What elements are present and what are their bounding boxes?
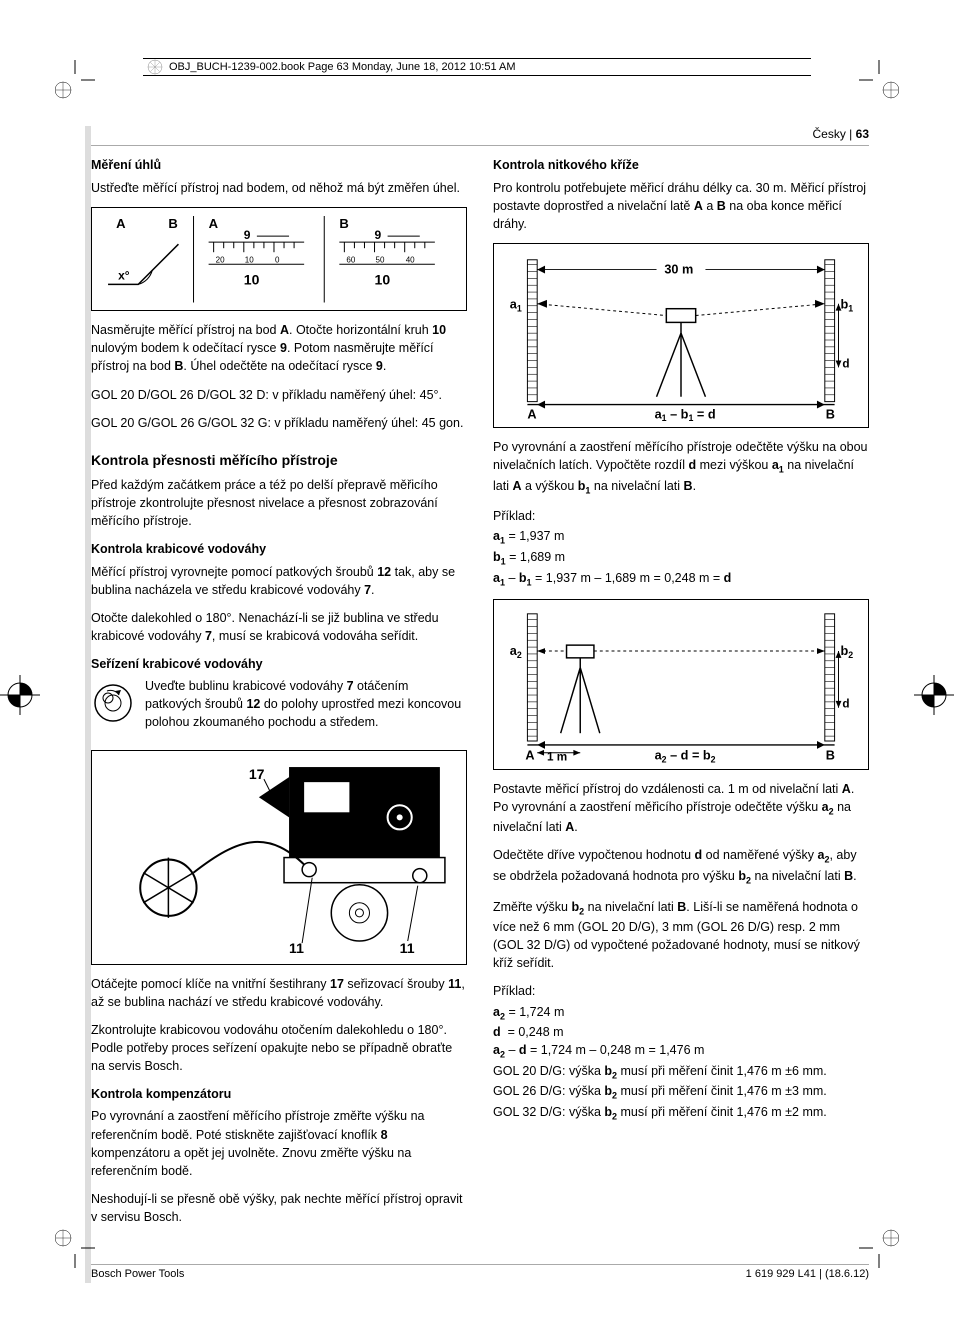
crop-mark xyxy=(55,60,95,100)
book-header-text: OBJ_BUCH-1239-002.book Page 63 Monday, J… xyxy=(169,58,516,76)
text: Po vyrovnání a zaostření měřícího přístr… xyxy=(493,438,869,497)
right-column: Kontrola nitkového kříže Pro kontrolu po… xyxy=(493,152,869,1236)
text: Ustřeďte měřící přístroj nad bodem, od n… xyxy=(91,179,467,197)
svg-text:b2: b2 xyxy=(840,643,853,660)
svg-text:10: 10 xyxy=(375,271,391,287)
book-header: OBJ_BUCH-1239-002.book Page 63 Monday, J… xyxy=(143,58,811,76)
example-line: GOL 26 D/G: výška b2 musí při měření čin… xyxy=(493,1082,869,1103)
svg-text:a2 – d = b2: a2 – d = b2 xyxy=(655,748,716,763)
heading-reticle: Kontrola nitkového kříže xyxy=(493,156,869,174)
running-head: Česky | 63 xyxy=(91,126,869,146)
diagram-setup-1m: a2 b2 d A 1 m B a2 – d = b2 xyxy=(493,599,869,770)
example-label: Příklad: xyxy=(493,982,869,1000)
text: Změřte výšku b2 na nivelační lati B. Liš… xyxy=(493,898,869,973)
page-number: 63 xyxy=(856,127,869,141)
registration-mark xyxy=(0,670,45,725)
svg-text:a1: a1 xyxy=(510,297,522,314)
svg-text:1 m: 1 m xyxy=(547,751,567,763)
diagram-setup-30m: 30 m a1 b1 d A B a1 – b1 = d xyxy=(493,243,869,428)
text: GOL 20 D/GOL 26 D/GOL 32 D: v příkladu n… xyxy=(91,386,467,404)
registration-mark xyxy=(909,670,954,725)
text: Odečtěte dříve vypočtenou hodnotu d od n… xyxy=(493,846,869,887)
svg-text:9: 9 xyxy=(244,228,251,242)
svg-text:10: 10 xyxy=(244,271,260,287)
example-line: a2 = 1,724 m xyxy=(493,1003,869,1024)
svg-text:a1 – b1 = d: a1 – b1 = d xyxy=(655,406,716,421)
footer-left: Bosch Power Tools xyxy=(91,1267,184,1283)
svg-text:17: 17 xyxy=(249,766,265,782)
svg-text:d: d xyxy=(842,357,849,370)
page: OBJ_BUCH-1239-002.book Page 63 Monday, J… xyxy=(0,0,954,1323)
example-label: Příklad: xyxy=(493,507,869,525)
svg-text:40: 40 xyxy=(406,255,415,264)
text: Otočte dalekohled o 180°. Nenachází-li s… xyxy=(91,609,467,645)
svg-text:B: B xyxy=(168,216,177,231)
text: Otáčejte pomocí klíče na vnitřní šestihr… xyxy=(91,975,467,1011)
crop-mark xyxy=(859,60,899,100)
example-line: GOL 20 D/G: výška b2 musí při měření čin… xyxy=(493,1062,869,1083)
heading-level-adjust: Seřízení krabicové vodováhy xyxy=(91,655,467,673)
example-line: GOL 32 D/G: výška b2 musí při měření čin… xyxy=(493,1103,869,1124)
text: Před každým začátkem práce a též po delš… xyxy=(91,476,467,530)
svg-text:x°: x° xyxy=(118,268,130,282)
header-star-icon xyxy=(147,59,163,75)
heading-compensator: Kontrola kompenzátoru xyxy=(91,1085,467,1103)
svg-text:a2: a2 xyxy=(510,643,522,660)
diagram-angle-scales: A B x° A 9 20 10 0 10 xyxy=(91,207,467,312)
svg-text:A: A xyxy=(525,748,534,763)
svg-text:60: 60 xyxy=(346,255,355,264)
text: GOL 20 G/GOL 26 G/GOL 32 G: v příkladu n… xyxy=(91,414,467,432)
left-column: Měření úhlů Ustřeďte měřící přístroj nad… xyxy=(91,152,467,1236)
crop-mark xyxy=(55,1228,95,1268)
text: Po vyrovnání a zaostření měřícího přístr… xyxy=(91,1107,467,1180)
svg-text:11: 11 xyxy=(400,940,415,956)
svg-text:B: B xyxy=(339,216,348,231)
running-head-lang: Česky | xyxy=(813,127,853,141)
svg-text:B: B xyxy=(826,406,835,421)
text: Neshodují-li se přesně obě výšky, pak ne… xyxy=(91,1190,467,1226)
example-line: b1 = 1,689 m xyxy=(493,548,869,569)
crop-mark xyxy=(859,1228,899,1268)
diagram-adjust: 17 11 11 xyxy=(91,750,467,965)
footer-right: 1 619 929 L41 | (18.6.12) xyxy=(746,1267,869,1283)
heading-measure-angles: Měření úhlů xyxy=(91,156,467,174)
text: Zkontrolujte krabicovou vodováhu otočení… xyxy=(91,1021,467,1075)
page-footer: Bosch Power Tools 1 619 929 L41 | (18.6.… xyxy=(91,1264,869,1283)
svg-text:A: A xyxy=(527,406,536,421)
svg-text:10: 10 xyxy=(245,255,254,264)
svg-text:d: d xyxy=(842,698,849,711)
heading-level-check: Kontrola krabicové vodováhy xyxy=(91,540,467,558)
example-line: d = 0,248 m xyxy=(493,1023,869,1041)
text: Měřící přístroj vyrovnejte pomocí patkov… xyxy=(91,563,467,599)
svg-text:30 m: 30 m xyxy=(664,261,693,276)
svg-text:50: 50 xyxy=(376,255,385,264)
example-line: a1 = 1,937 m xyxy=(493,527,869,548)
example-line: a1 – b1 = 1,937 m – 1,689 m = 0,248 m = … xyxy=(493,569,869,590)
svg-text:B: B xyxy=(826,748,835,763)
svg-text:A: A xyxy=(209,216,219,231)
text: Postavte měřicí přístroj do vzdálenosti … xyxy=(493,780,869,837)
bubble-level-icon xyxy=(91,681,135,725)
text: Nasměrujte měřící přístroj na bod A. Oto… xyxy=(91,321,467,375)
text: Pro kontrolu potřebujete měřicí dráhu dé… xyxy=(493,179,869,233)
svg-text:0: 0 xyxy=(275,255,280,264)
svg-text:9: 9 xyxy=(375,228,382,242)
heading-accuracy: Kontrola přesnosti měřícího přístroje xyxy=(91,450,467,470)
svg-text:A: A xyxy=(116,216,126,231)
text: Uveďte bublinu krabicové vodováhy 7 otáč… xyxy=(91,677,467,731)
svg-text:b1: b1 xyxy=(840,297,853,314)
svg-text:20: 20 xyxy=(216,255,225,264)
example-line: a2 – d = 1,724 m – 0,248 m = 1,476 m xyxy=(493,1041,869,1062)
